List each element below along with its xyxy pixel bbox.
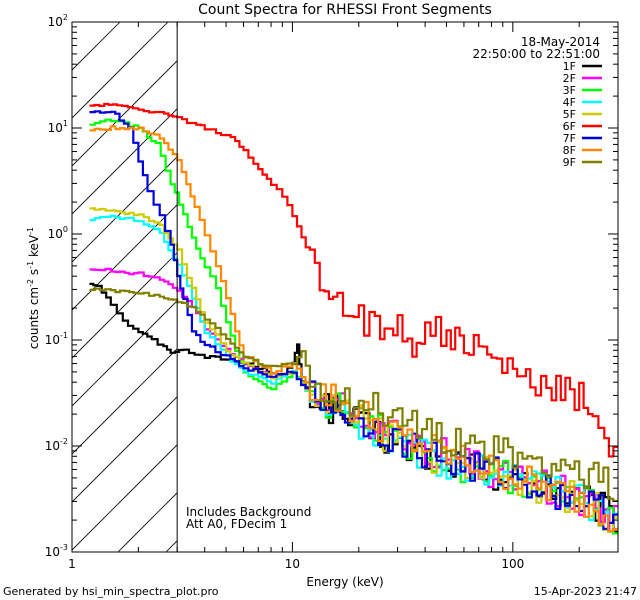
background-hatch-region [72, 22, 640, 552]
y-tick-label: 10-3 [45, 543, 68, 559]
y-tick-exp: 2 [63, 13, 68, 22]
y-tick-label: 10-1 [45, 331, 68, 347]
note-background: Includes Background [186, 505, 311, 519]
hatch-line [72, 300, 178, 407]
axis-ticks [71, 21, 619, 553]
x-tick-label: 1 [68, 557, 76, 571]
generated-by-label: Generated by hsi_min_spectra_plot.pro [3, 585, 219, 598]
x-tick-label: 100 [501, 557, 524, 571]
hatch-line [72, 156, 178, 263]
y-tick-base: 10 [48, 121, 63, 135]
hatch-line [72, 348, 178, 455]
hatch-line [72, 444, 178, 551]
legend-label-1F: 1F [563, 60, 576, 73]
y-tick-base: 10 [45, 545, 60, 559]
y-tick-base: 10 [45, 439, 60, 453]
series-8F [89, 125, 618, 532]
hatch-line [72, 204, 178, 311]
legend-label-8F: 8F [563, 144, 576, 157]
y-tick-exp: -1 [60, 331, 68, 340]
y-tick-base: 10 [48, 15, 63, 29]
y-tick-exp: 0 [63, 225, 68, 234]
x-tick-label: 10 [285, 557, 300, 571]
series-5F [89, 207, 618, 533]
x-axis-label: Energy (keV) [306, 575, 383, 589]
y-tick-base: 10 [45, 333, 60, 347]
legend-label-7F: 7F [563, 132, 576, 145]
series-6F [89, 102, 618, 458]
time-range-label: 22:50:00 to 22:51:00 [473, 47, 600, 61]
hatch-line [72, 396, 178, 503]
series-4F [89, 214, 618, 533]
legend-label-3F: 3F [563, 84, 576, 97]
y-tick-label: 102 [48, 13, 68, 29]
legend-label-6F: 6F [563, 120, 576, 133]
series-7F [89, 110, 618, 530]
y-axis-label: counts cm-2 s-1 keV-1 [26, 227, 41, 349]
hatch-line [72, 22, 169, 119]
plot-frame [71, 21, 619, 553]
chart-title: Count Spectra for RHESSI Front Segments [198, 2, 492, 18]
series-group [89, 102, 618, 535]
footer-timestamp: 15-Apr-2023 21:47 [534, 585, 637, 598]
series-3F [89, 118, 618, 535]
hatch-line [214, 22, 640, 552]
y-tick-base: 10 [48, 227, 63, 241]
y-tick-exp: -2 [60, 437, 68, 446]
legend-label-9F: 9F [563, 156, 576, 169]
x-tick-labels: 1 10 100 [68, 557, 524, 571]
y-tick-exp: 1 [63, 119, 68, 128]
date-label: 18-May-2014 [521, 35, 600, 49]
hatch-line [72, 252, 178, 359]
series-9F [89, 287, 618, 502]
hatch-line [72, 108, 178, 215]
y-tick-exp: -3 [60, 543, 68, 552]
hatch-line [72, 60, 178, 167]
legend-label-5F: 5F [563, 108, 576, 121]
legend-label-4F: 4F [563, 96, 576, 109]
note-attenuator: Att A0, FDecim 1 [186, 517, 287, 531]
y-tick-label: 10-2 [45, 437, 68, 453]
y-tick-label: 101 [48, 119, 68, 135]
y-tick-label: 100 [48, 225, 68, 241]
series-2F [89, 267, 618, 533]
legend-label-2F: 2F [563, 72, 576, 85]
